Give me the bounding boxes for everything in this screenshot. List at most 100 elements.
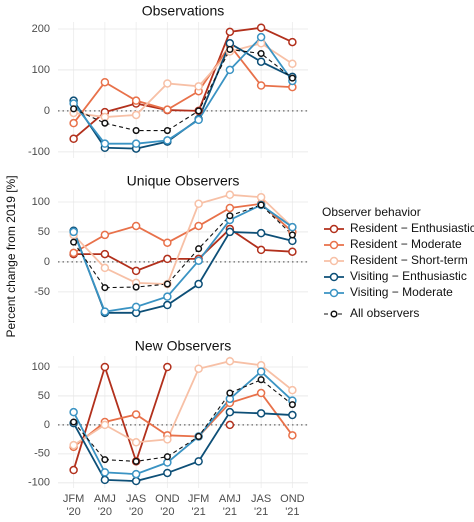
legend-point [329, 240, 339, 250]
point [288, 410, 297, 420]
legend-label: Resident − Enthusiastic [350, 221, 474, 235]
point [225, 27, 235, 37]
point [194, 457, 203, 466]
point [163, 280, 171, 288]
series-line [73, 204, 293, 289]
y-tick-label: 100 [32, 361, 50, 373]
point [256, 32, 266, 42]
point [100, 112, 110, 122]
y-tick-label: 50 [38, 390, 50, 402]
series-line [72, 203, 293, 313]
point [131, 139, 141, 148]
point [69, 407, 78, 417]
point [194, 279, 203, 289]
legend-point [329, 288, 339, 298]
point [131, 476, 141, 486]
point [131, 96, 141, 105]
point [194, 221, 203, 231]
point [288, 222, 297, 232]
point [131, 410, 141, 419]
point [163, 453, 171, 461]
point [70, 105, 78, 113]
series-line [72, 370, 293, 476]
series-line [73, 392, 294, 448]
point [288, 74, 296, 82]
point [100, 139, 110, 148]
legend-label: All observers [350, 306, 419, 320]
point [132, 127, 140, 135]
point [163, 300, 172, 310]
y-axis-label: Percent change from 2019 [%] [4, 175, 18, 337]
point [163, 362, 172, 372]
point [256, 388, 266, 398]
series-line [72, 411, 293, 482]
legend-point [329, 224, 339, 234]
x-tick-label: JFM '21 [187, 493, 210, 518]
point [256, 409, 266, 418]
point [101, 456, 109, 464]
legend-title: Observer behavior [322, 205, 421, 219]
point [100, 263, 110, 273]
point [163, 435, 172, 444]
series-line [73, 202, 293, 254]
legend-label: Visiting − Moderate [350, 285, 453, 299]
y-tick-label: 0 [44, 105, 50, 117]
point [256, 23, 266, 32]
series-line [72, 193, 293, 285]
point [101, 119, 109, 127]
panel-title: New Observers [135, 338, 231, 354]
point [194, 364, 203, 373]
series-line [72, 230, 293, 314]
point [163, 79, 172, 88]
x-tick-label: AMJ '21 [218, 493, 241, 518]
point [226, 212, 234, 220]
point [288, 59, 297, 69]
y-tick-label: 0 [44, 256, 50, 268]
point [288, 247, 297, 256]
point [288, 231, 296, 239]
point [257, 201, 265, 209]
legend-point [330, 310, 338, 318]
point [225, 203, 235, 213]
point [195, 432, 203, 441]
point [256, 245, 266, 255]
point [256, 57, 266, 66]
point [226, 389, 234, 397]
point [100, 475, 110, 485]
point [225, 407, 235, 417]
panel-title: Unique Observers [127, 173, 240, 189]
point [163, 254, 172, 264]
point [288, 401, 296, 409]
y-tick-label: -100 [28, 477, 50, 489]
point [288, 385, 297, 395]
point [100, 307, 110, 316]
legend-label: Visiting − Enthusiastic [350, 269, 467, 283]
point [163, 127, 171, 135]
y-tick-label: 100 [32, 64, 50, 76]
point [69, 465, 78, 475]
point [194, 82, 203, 91]
point [69, 440, 78, 450]
point [132, 457, 140, 465]
point [256, 192, 266, 202]
point [194, 199, 203, 209]
point [100, 77, 110, 87]
y-tick-label: 100 [32, 196, 50, 208]
point [226, 45, 234, 53]
point [194, 115, 203, 125]
y-tick-label: -50 [34, 448, 50, 460]
point [194, 256, 203, 265]
point [69, 118, 78, 128]
series-line [73, 227, 293, 272]
point [132, 283, 140, 291]
y-tick-label: 0 [44, 419, 50, 431]
point [225, 420, 235, 430]
point [163, 468, 172, 478]
point [101, 284, 109, 292]
point [131, 266, 141, 276]
point [131, 221, 141, 231]
point [163, 238, 172, 247]
point [225, 190, 235, 200]
point [225, 65, 235, 75]
